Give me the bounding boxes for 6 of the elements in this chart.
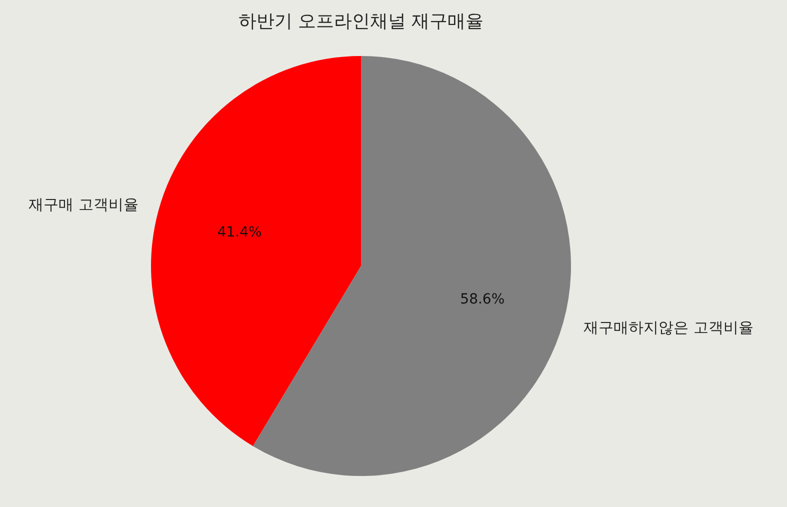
data-label: 41.4% <box>217 224 262 240</box>
pie-slice <box>151 56 361 446</box>
data-label: 58.6% <box>460 292 505 308</box>
chart-title: 하반기 오프라인채널 재구매율 <box>238 11 484 32</box>
slice-label: 재구매 고객비율 <box>28 195 138 214</box>
slice-label: 재구매하지않은 고객비율 <box>584 318 754 337</box>
